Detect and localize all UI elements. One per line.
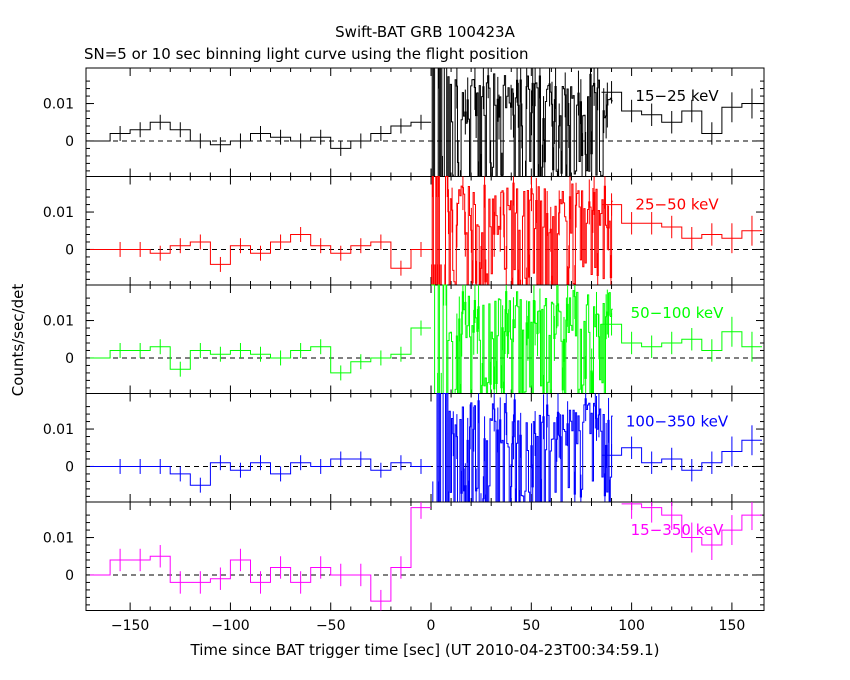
light-curve-step (90, 121, 431, 149)
light-curve-step (601, 439, 762, 471)
band-label: 15−350 keV (631, 521, 724, 539)
chart-subtitle: SN=5 or 10 sec binning light curve using… (84, 45, 529, 63)
y-tick-label: 0 (65, 459, 74, 475)
light-curve-step (601, 323, 762, 351)
panel: 0 0.01 15−25 keV (43, 67, 765, 177)
panel: 0 0.01 100−350 keV (43, 393, 765, 503)
x-axis: −150 −100 −50 0 50 100 150 (111, 618, 745, 634)
band-label: 100−350 keV (626, 413, 729, 431)
x-axis-label: Time since BAT trigger time [sec] (UT 20… (190, 641, 660, 659)
x-tick-label: 150 (719, 618, 746, 634)
panel: 0 0.01 25−50 keV (43, 176, 765, 286)
x-tick-label: −100 (211, 618, 249, 634)
y-tick-label: 0.01 (43, 97, 74, 113)
burst-curve (431, 176, 613, 286)
burst-curve (431, 284, 613, 394)
light-curve-step (90, 327, 431, 374)
panel: 0 0.01 50−100 keV (43, 284, 765, 394)
chart-title: Swift-BAT GRB 100423A (335, 23, 515, 41)
x-tick-label: −50 (316, 618, 346, 634)
y-tick-label: 0 (65, 242, 74, 258)
x-tick-label: 0 (427, 618, 436, 634)
light-curve-step (90, 234, 431, 269)
panel: 0 0.01 15−350 keV (43, 501, 765, 611)
y-tick-label: 0.01 (43, 422, 74, 438)
x-tick-label: 50 (522, 618, 540, 634)
band-label: 15−25 keV (635, 87, 719, 105)
light-curve-step (621, 503, 762, 546)
panel-frame (85, 501, 765, 611)
light-curve-step (601, 91, 762, 134)
panels-group: 0 0.01 15−25 keV 0 0.01 25−50 keV 0 0.01 50−100 … (43, 67, 765, 611)
band-label: 50−100 keV (631, 304, 724, 322)
x-tick-label: 100 (618, 618, 645, 634)
light-curve-step (601, 204, 762, 239)
y-tick-label: 0.01 (43, 531, 74, 547)
band-label: 25−50 keV (635, 196, 719, 214)
panel-frame (85, 176, 765, 286)
y-tick-label: 0 (65, 568, 74, 584)
panel-frame (85, 393, 765, 503)
x-tick-label: −150 (111, 618, 149, 634)
y-tick-label: 0.01 (43, 205, 74, 221)
light-curve-step (90, 507, 431, 602)
light-curve-step (90, 458, 431, 486)
panel-frame (85, 284, 765, 394)
y-axis-label: Counts/sec/det (9, 284, 27, 397)
y-tick-label: 0.01 (43, 314, 74, 330)
y-tick-label: 0 (65, 134, 74, 150)
y-tick-label: 0 (65, 351, 74, 367)
